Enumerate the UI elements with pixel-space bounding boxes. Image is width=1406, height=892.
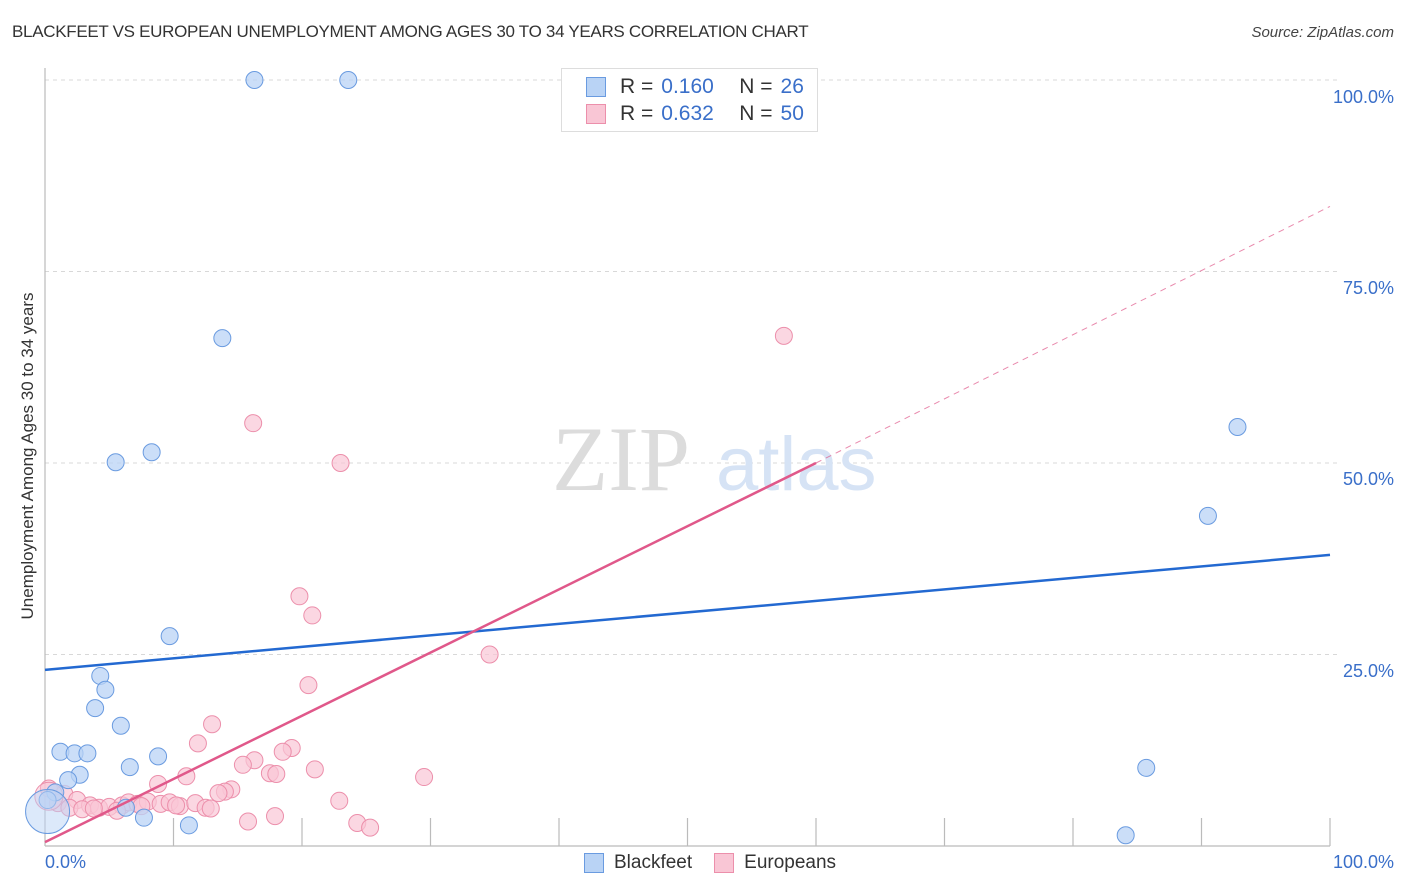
europeans-point [305, 760, 324, 779]
blackfeet-point [120, 758, 139, 777]
svg-text:atlas: atlas [716, 422, 877, 507]
legend-item-blackfeet[interactable]: Blackfeet [584, 852, 692, 874]
blackfeet-point [106, 453, 125, 472]
europeans-point [266, 807, 285, 826]
y-axis-label: Unemployment Among Ages 30 to 34 years [18, 292, 37, 620]
blackfeet-point [339, 71, 358, 89]
europeans-point [167, 796, 186, 815]
ytick-75: 75.0% [1342, 278, 1394, 298]
legend-label-blackfeet: Blackfeet [614, 852, 693, 873]
blackfeet-point [78, 744, 97, 763]
blackfeet-point [86, 699, 105, 718]
europeans-point [774, 326, 793, 345]
europeans-point [330, 791, 349, 810]
n-label: N = [739, 75, 773, 98]
europeans-point [480, 645, 499, 664]
correlation-legend: R = 0.160 N = 26 R = 0.632 N = 50 [561, 68, 818, 132]
europeans-point [361, 818, 380, 837]
europeans-trend-line [44, 461, 817, 844]
europeans-point [303, 606, 322, 625]
blackfeet-point-large [25, 789, 71, 835]
europeans-point [188, 734, 207, 753]
europeans-point [233, 755, 252, 774]
blackfeet-point [1198, 506, 1217, 525]
europeans-point [239, 812, 258, 831]
r-value: 0.160 [661, 75, 714, 98]
blackfeet-point [245, 71, 264, 89]
legend-row-blackfeet: R = 0.160 N = 26 [586, 75, 804, 99]
r-label: R = [620, 102, 654, 125]
source-label: Source: ZipAtlas.com [1251, 24, 1394, 41]
blackfeet-trend-line [44, 553, 1331, 672]
blackfeet-point [96, 680, 115, 699]
x-axis-ticks [172, 818, 1331, 846]
series-legend: Blackfeet Europeans [584, 852, 858, 874]
r-label: R = [620, 75, 654, 98]
blackfeet-swatch-icon [586, 77, 606, 97]
trend-lines [44, 205, 1331, 844]
blackfeet-swatch-icon [584, 853, 604, 873]
blackfeet-point [1228, 417, 1247, 436]
europeans-point [244, 414, 263, 433]
europeans-point [415, 768, 434, 787]
gridlines [45, 79, 1338, 655]
svg-text:ZIP: ZIP [552, 408, 690, 510]
europeans-point [331, 454, 350, 472]
blackfeet-point [149, 747, 168, 766]
blackfeet-point [213, 329, 232, 348]
n-value: 50 [780, 102, 804, 125]
europeans-point [299, 676, 318, 695]
chart-title: BLACKFEET VS EUROPEAN UNEMPLOYMENT AMONG… [12, 22, 809, 41]
n-label: N = [739, 102, 773, 125]
blackfeet-point [142, 443, 161, 462]
r-value: 0.632 [661, 102, 714, 125]
ytick-100: 100.0% [1332, 87, 1394, 107]
europeans-trend-extension [815, 205, 1331, 464]
xtick-0: 0.0% [45, 852, 87, 872]
europeans-point [209, 784, 228, 803]
europeans-point [203, 715, 222, 734]
xtick-100: 100.0% [1332, 852, 1394, 872]
ytick-25: 25.0% [1342, 661, 1394, 681]
watermark: ZIP atlas [552, 408, 877, 510]
n-value: 26 [780, 75, 804, 98]
ytick-50: 50.0% [1342, 469, 1394, 489]
legend-row-europeans: R = 0.632 N = 50 [586, 102, 804, 126]
legend-label-europeans: Europeans [744, 852, 837, 873]
blackfeet-point [59, 771, 78, 790]
legend-item-europeans[interactable]: Europeans [714, 852, 836, 874]
europeans-swatch-icon [714, 853, 735, 873]
europeans-points [34, 326, 793, 837]
blackfeet-point [160, 627, 179, 646]
blackfeet-point [1137, 758, 1156, 777]
blackfeet-point [1116, 826, 1135, 845]
europeans-point [201, 799, 220, 818]
blackfeet-point [179, 816, 198, 835]
blackfeet-point [111, 716, 130, 735]
europeans-point [290, 587, 309, 606]
europeans-swatch-icon [586, 104, 606, 124]
europeans-point [267, 764, 286, 783]
europeans-point [273, 742, 292, 761]
blackfeet-points [25, 71, 1247, 845]
blackfeet-point [134, 808, 153, 827]
